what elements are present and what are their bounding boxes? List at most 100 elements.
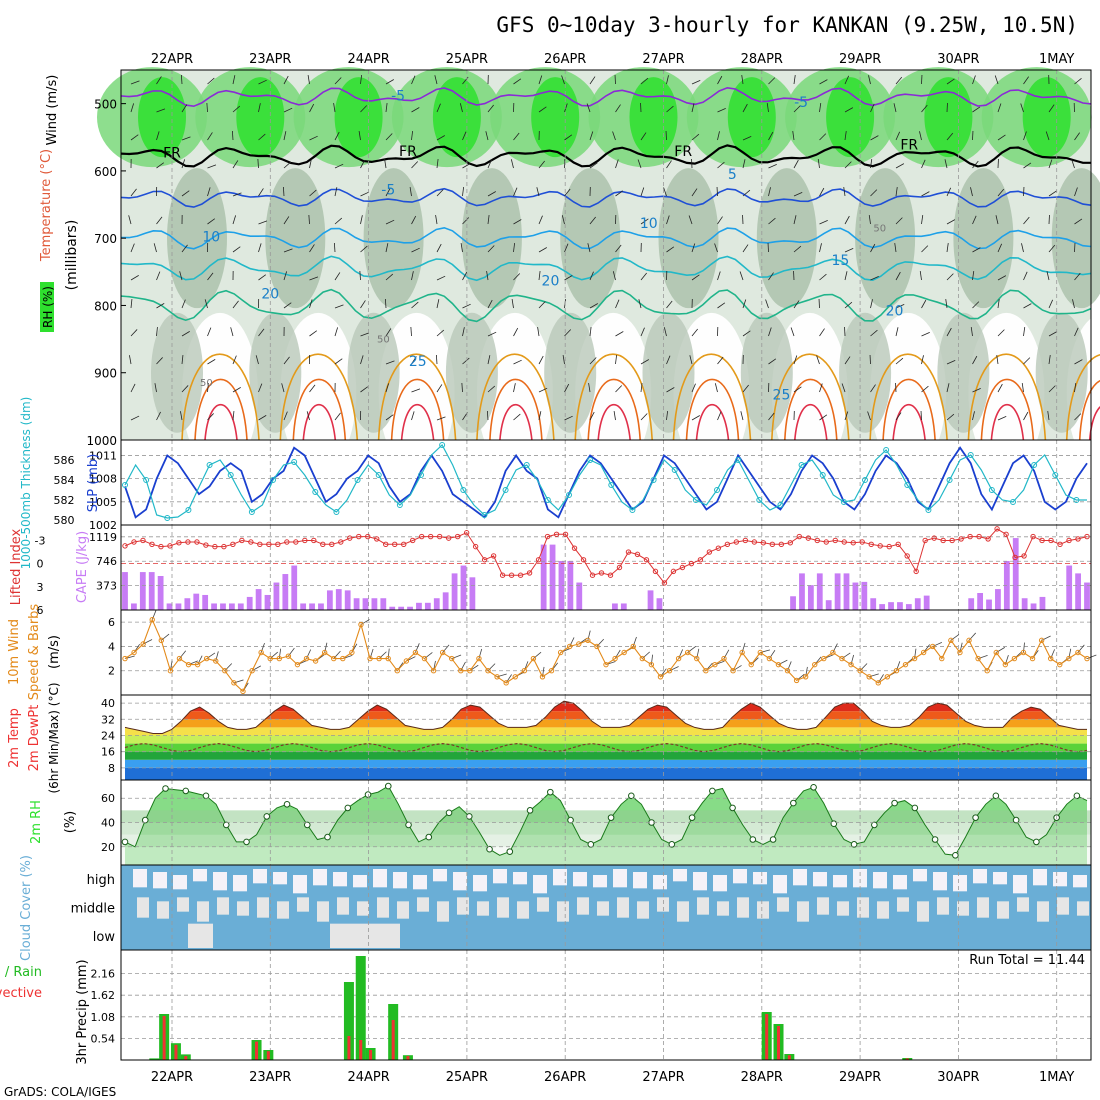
rh-marker (405, 821, 412, 829)
wind-barb (921, 215, 924, 225)
wind-barb (513, 273, 521, 281)
cape-bar (852, 582, 859, 610)
wind-barb (688, 215, 693, 225)
surface-wind-barb (732, 665, 742, 672)
bottom-date-label: 1MAY (1039, 1070, 1074, 1085)
cape-bar (469, 577, 476, 610)
thickness-marker (587, 457, 594, 463)
lifted-index-marker (940, 537, 946, 544)
surface-wind-barb (632, 636, 637, 647)
wind-barb (232, 246, 241, 253)
high-cloud-gap (1033, 869, 1047, 886)
wind-barb (283, 271, 288, 281)
wind-barb (742, 244, 749, 253)
wind-barb (1074, 359, 1083, 365)
wind-barb (206, 102, 208, 113)
wind-barb (538, 247, 547, 253)
high-cloud-gap (233, 875, 247, 892)
wind-barb (793, 105, 801, 113)
rh-marker (121, 838, 129, 846)
low-level-shade (642, 312, 695, 433)
isotherm-25-arc (967, 353, 1047, 441)
surface-wind-barb (869, 673, 879, 678)
wind-barb (207, 187, 211, 197)
isotherm-label: 10 (640, 216, 658, 232)
thickness-marker (523, 462, 530, 468)
surface-wind-barb (206, 652, 216, 659)
isotherm-label: 50 (377, 334, 390, 345)
thickness-marker (481, 512, 488, 518)
wind-barb (232, 355, 237, 365)
wind-speed-marker (585, 637, 591, 644)
lifted-index-marker (454, 533, 461, 540)
thickness-marker (608, 482, 615, 488)
wind-barb (181, 159, 186, 169)
lifted-index-marker (571, 545, 578, 551)
wind-barb (129, 355, 132, 365)
surface-wind-barb (850, 654, 855, 665)
wind-barb (436, 243, 442, 253)
wind-barb (511, 299, 514, 309)
thickness-marker (439, 442, 446, 448)
cape-bar (790, 596, 796, 610)
isotherm-30-arc (980, 378, 1035, 441)
bottom-date-label: 24APR (347, 1070, 389, 1085)
lifted-index-marker (1084, 533, 1090, 540)
isotherm-5 (120, 187, 1092, 208)
wind-speed-marker (1029, 655, 1036, 662)
wind-speed-marker (884, 674, 891, 680)
wind-speed-marker (131, 649, 137, 656)
surface-wind-barb (914, 648, 917, 659)
middle-cloud-gap (697, 897, 709, 915)
wind-speed-marker (930, 643, 936, 650)
rh-marker (384, 782, 392, 790)
surface-wind-barbs (124, 610, 1097, 692)
wind-barb (638, 299, 642, 309)
wind-barb (972, 160, 979, 169)
lifted-index-marker (985, 536, 991, 542)
cape-bar (309, 603, 315, 610)
middle-cloud-gap (577, 897, 589, 915)
cape-bar (264, 594, 271, 610)
wind-barb (972, 387, 981, 393)
cape-bar (897, 602, 903, 610)
wind-barb (972, 106, 981, 113)
cape-bar (273, 582, 280, 610)
wind-barb (436, 416, 446, 421)
bottom-date-label: 23APR (249, 1070, 291, 1085)
rh-marker (567, 816, 574, 824)
wind-barb (1071, 159, 1075, 169)
wind-barb (462, 131, 467, 141)
wind-barb (844, 107, 854, 113)
freezing-level-line (120, 144, 1091, 168)
wind-barb (411, 131, 413, 141)
rh-marker (1073, 792, 1081, 800)
lifted-index-tick-label: 6 (37, 604, 44, 617)
thickness-marker (185, 507, 192, 513)
isotherm-35-arc (1088, 406, 1100, 441)
slp-axis-label: SLP (mb) (86, 454, 101, 513)
high-cloud-gap (473, 875, 487, 892)
lifted-index-marker (715, 545, 722, 551)
middle-cloud-gap (1077, 901, 1089, 916)
wind-barb (334, 412, 341, 421)
wind-barb (895, 303, 905, 309)
thickness-marker (354, 477, 361, 483)
isotherm-35-arc (499, 404, 533, 441)
wind-barb (538, 215, 543, 225)
wind-barb (258, 274, 267, 281)
thickness-marker (460, 487, 467, 493)
convective-precip-bar (347, 1036, 351, 1060)
wind-date-grid (171, 610, 1058, 695)
high-cloud-gap (993, 872, 1007, 885)
cape-bar (647, 590, 654, 610)
high-cloud-gap (773, 875, 787, 894)
rh-marker (1033, 838, 1040, 846)
cape-bar (816, 573, 823, 610)
wind-barb (589, 76, 596, 85)
wind-barb (334, 272, 341, 281)
wind-barb (130, 275, 139, 281)
rh-marker (587, 841, 595, 848)
wind-barb (258, 243, 262, 253)
wind-speed-marker (1047, 655, 1054, 662)
